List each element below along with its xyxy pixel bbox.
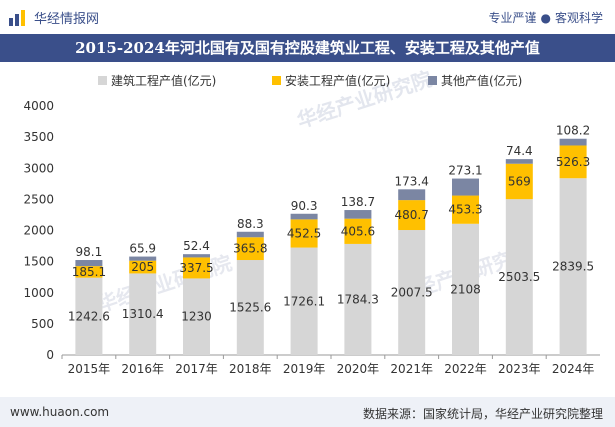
bar-segment (559, 145, 587, 179)
bar-segment (290, 213, 318, 220)
x-tick-label: 2020年 (337, 362, 380, 376)
data-label: 2108 (450, 282, 481, 296)
bar-segment (452, 223, 479, 355)
bar-segment (344, 243, 372, 355)
brand: 华经情报网 (8, 8, 99, 27)
bar-segment (290, 219, 318, 248)
legend-swatch (272, 76, 281, 85)
bar-segment (236, 260, 264, 355)
data-label: 2007.5 (391, 286, 433, 300)
top-bar: 华经情报网 专业严谨 ● 客观科学 (0, 0, 615, 34)
y-tick-label: 3500 (23, 130, 54, 144)
legend-swatch (428, 76, 437, 85)
y-tick-label: 500 (31, 317, 54, 331)
bar-segment (183, 254, 210, 258)
bar-segment (344, 210, 372, 219)
x-tick-label: 2018年 (229, 362, 272, 376)
slogan-left: 专业严谨 (488, 11, 537, 25)
bar-segment (129, 273, 157, 355)
bar-segment (183, 278, 210, 355)
bar-segment (559, 178, 587, 355)
data-label: 173.4 (395, 174, 429, 188)
footer-url[interactable]: www.huaon.com (10, 405, 110, 419)
data-label: 452.5 (287, 226, 321, 240)
y-tick-label: 1000 (23, 286, 54, 300)
data-label: 1242.6 (68, 309, 110, 323)
x-tick-label: 2024年 (552, 362, 595, 376)
data-label: 405.6 (341, 224, 375, 238)
bar-segment (505, 159, 533, 164)
x-tick-label: 2015年 (68, 362, 111, 376)
data-label: 337.5 (179, 261, 213, 275)
data-label: 185.1 (72, 265, 106, 279)
bar-segment (344, 218, 372, 244)
x-tick-label: 2016年 (121, 362, 164, 376)
data-label: 90.3 (291, 199, 318, 213)
data-label: 480.7 (395, 208, 429, 222)
data-label: 2503.5 (498, 270, 540, 284)
slogan-separator: ● (540, 11, 551, 25)
data-label: 365.8 (233, 242, 267, 256)
x-tick-label: 2021年 (390, 362, 433, 376)
legend-label: 其他产值(亿元) (441, 73, 522, 88)
y-tick-label: 4000 (23, 99, 54, 113)
legend-label: 建筑工程产值(亿元) (111, 73, 216, 88)
bar-segment (236, 231, 264, 238)
legend-swatch (98, 76, 107, 85)
data-label: 88.3 (237, 217, 264, 231)
data-label: 205 (131, 260, 154, 274)
legend-label: 安装工程产值(亿元) (285, 73, 390, 88)
data-label: 65.9 (129, 242, 156, 256)
chart-title: 2015-2024年河北国有及国有控股建筑业工程、安装工程及其他产值 (0, 34, 615, 62)
data-label: 74.4 (506, 144, 533, 158)
bar-segment (505, 163, 533, 200)
data-label: 453.3 (448, 203, 482, 217)
footer-source: 数据来源：国家统计局，华经产业研究院整理 (362, 407, 603, 421)
stacked-bar-chart: 华经产业研究院华经产业研究院华经产业研究院建筑工程产值(亿元)安装工程产值(亿元… (23, 67, 600, 376)
bar-segment (452, 178, 479, 196)
data-label: 1310.4 (122, 307, 164, 321)
bar-segment (236, 237, 264, 261)
slogan-right: 客观科学 (554, 11, 603, 25)
bar-segment (290, 247, 318, 355)
bar-segment (75, 266, 103, 278)
bar-segment (398, 189, 426, 201)
data-label: 52.4 (183, 239, 210, 253)
y-tick-label: 2000 (23, 224, 54, 238)
data-label: 1784.3 (337, 292, 379, 306)
bar-segment (505, 199, 533, 355)
x-tick-label: 2023年 (498, 362, 541, 376)
footer: www.huaon.com 数据来源：国家统计局，华经产业研究院整理 (0, 397, 615, 427)
brand-logo-icon (9, 9, 25, 26)
data-label: 569 (508, 174, 531, 188)
bar-segment (452, 195, 479, 224)
data-label: 98.1 (76, 245, 103, 259)
y-tick-label: 0 (46, 348, 54, 362)
bar-segment (75, 277, 103, 355)
data-label: 138.7 (341, 195, 375, 209)
data-label: 526.3 (556, 155, 590, 169)
bar-segment (129, 256, 157, 261)
data-label: 1726.1 (283, 294, 325, 308)
data-label: 108.2 (556, 124, 590, 138)
x-tick-label: 2022年 (444, 362, 487, 376)
x-tick-label: 2019年 (283, 362, 326, 376)
bar-segment (559, 138, 587, 146)
bar-segment (398, 200, 426, 231)
y-tick-label: 2500 (23, 192, 54, 206)
y-tick-label: 3000 (23, 161, 54, 175)
x-tick-label: 2017年 (175, 362, 218, 376)
data-label: 273.1 (448, 164, 482, 178)
bar-segment (129, 260, 157, 274)
bar-segment (75, 260, 103, 267)
y-tick-label: 1500 (23, 255, 54, 269)
data-label: 1525.6 (229, 301, 271, 315)
bar-segment (183, 257, 210, 279)
slogan: 专业严谨 ● 客观科学 (488, 9, 603, 26)
data-label: 1230 (181, 310, 212, 324)
brand-name: 华经情报网 (34, 12, 100, 27)
data-label: 2839.5 (552, 260, 594, 274)
bar-segment (398, 230, 426, 355)
